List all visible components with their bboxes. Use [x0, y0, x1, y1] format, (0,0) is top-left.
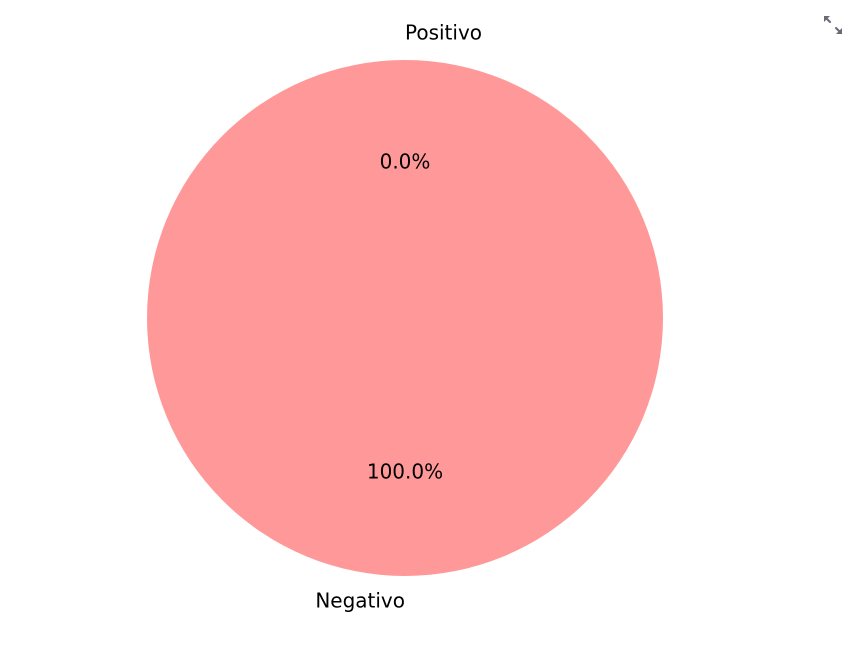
- percent-label-negativo: 100.0%: [367, 459, 443, 483]
- expand-arrows-icon: [824, 16, 842, 34]
- expand-button[interactable]: [822, 14, 844, 36]
- pie-slice-negativo: [147, 60, 663, 576]
- category-label-positivo: Positivo: [405, 21, 482, 45]
- pie-slices: [147, 60, 663, 576]
- pie-labels: Positivo 0.0% Negativo 100.0%: [315, 21, 482, 613]
- category-label-negativo: Negativo: [315, 588, 405, 612]
- percent-label-positivo: 0.0%: [380, 150, 431, 174]
